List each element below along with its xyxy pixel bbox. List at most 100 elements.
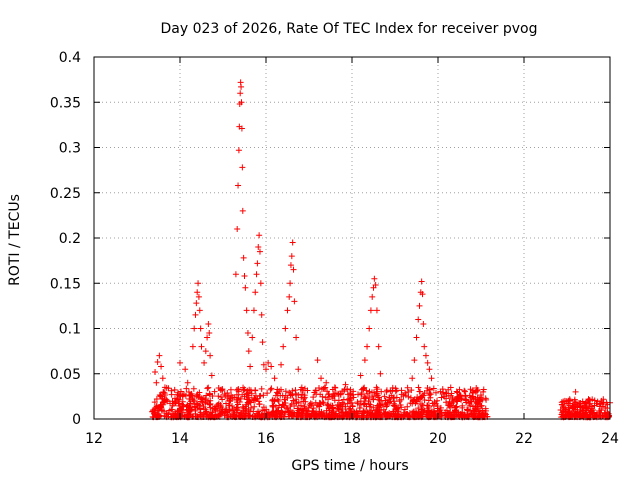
data-point [238, 83, 245, 90]
data-point [215, 384, 222, 391]
data-point [363, 387, 370, 394]
data-point [263, 366, 269, 373]
data-point [176, 400, 183, 407]
data-point [482, 395, 489, 402]
data-point [371, 275, 378, 282]
data-point [339, 405, 346, 412]
data-point [482, 405, 489, 412]
data-point [478, 403, 485, 410]
data-point [236, 399, 243, 406]
y-tick-label: 0.2 [59, 231, 81, 247]
data-point [370, 396, 377, 403]
data-point [253, 271, 260, 278]
data-point [233, 404, 240, 411]
data-point [373, 390, 380, 397]
data-point [182, 366, 189, 373]
data-point [557, 406, 564, 413]
data-point [323, 379, 330, 386]
data-point [401, 411, 408, 418]
data-point [260, 392, 267, 399]
data-point [256, 232, 263, 239]
data-point [469, 393, 476, 400]
data-point [591, 397, 598, 404]
data-point [204, 411, 211, 418]
data-point [395, 408, 402, 415]
data-point [462, 393, 469, 400]
data-point [227, 386, 234, 393]
data-point [331, 384, 338, 391]
data-point [369, 410, 376, 417]
data-point [186, 407, 193, 414]
data-point [235, 147, 242, 154]
data-point [154, 407, 161, 414]
data-point [168, 406, 175, 413]
x-tick-label: 24 [601, 431, 619, 447]
data-point [179, 401, 186, 408]
x-tick-label: 22 [515, 431, 533, 447]
data-point [184, 379, 191, 386]
data-point [587, 400, 594, 407]
data-point [585, 396, 592, 403]
data-point [254, 395, 261, 402]
data-point [291, 298, 298, 305]
data-point [369, 293, 376, 300]
data-point [366, 388, 373, 395]
data-point [382, 409, 389, 416]
data-point [565, 411, 572, 418]
data-point [468, 398, 475, 405]
data-point [335, 390, 342, 397]
data-point [376, 397, 383, 404]
data-point [323, 407, 330, 414]
data-point [340, 387, 347, 394]
data-point [207, 352, 214, 359]
data-point [279, 401, 286, 408]
data-point [593, 400, 600, 407]
data-point [161, 412, 168, 419]
data-point [386, 396, 393, 403]
data-point [326, 393, 333, 400]
data-point [226, 402, 233, 409]
data-point [426, 392, 433, 399]
x-tick-label: 18 [343, 431, 361, 447]
data-point [312, 387, 319, 394]
data-point [393, 394, 400, 401]
data-point [293, 334, 300, 341]
data-point [365, 398, 372, 405]
data-point [574, 410, 581, 417]
data-point [165, 385, 172, 392]
data-point [189, 392, 196, 399]
data-point [441, 412, 448, 419]
data-point [301, 385, 308, 392]
data-point [259, 339, 266, 346]
data-point [238, 125, 245, 132]
data-point [197, 325, 204, 332]
data-point [286, 293, 293, 300]
data-point [198, 343, 205, 350]
data-point [602, 404, 609, 411]
data-point [317, 391, 324, 398]
data-point [215, 393, 222, 400]
chart-title: Day 023 of 2026, Rate Of TEC Index for r… [161, 21, 538, 37]
data-point [229, 402, 236, 409]
y-tick-label: 0.35 [50, 95, 81, 111]
data-point [245, 348, 252, 355]
data-point [221, 412, 228, 419]
data-point [406, 410, 413, 417]
data-point [271, 412, 278, 419]
data-point [411, 357, 418, 364]
data-point [157, 403, 164, 410]
data-point [419, 291, 426, 298]
data-point [211, 405, 218, 412]
data-point [288, 412, 295, 419]
data-point [590, 407, 597, 414]
x-tick-label: 12 [85, 431, 103, 447]
data-point [260, 361, 267, 368]
data-point [330, 393, 337, 400]
data-point [442, 390, 449, 397]
data-point [249, 334, 256, 341]
data-point [239, 164, 246, 171]
data-point [316, 403, 323, 410]
data-point [341, 413, 348, 420]
data-point [205, 397, 212, 404]
data-point [197, 413, 204, 420]
